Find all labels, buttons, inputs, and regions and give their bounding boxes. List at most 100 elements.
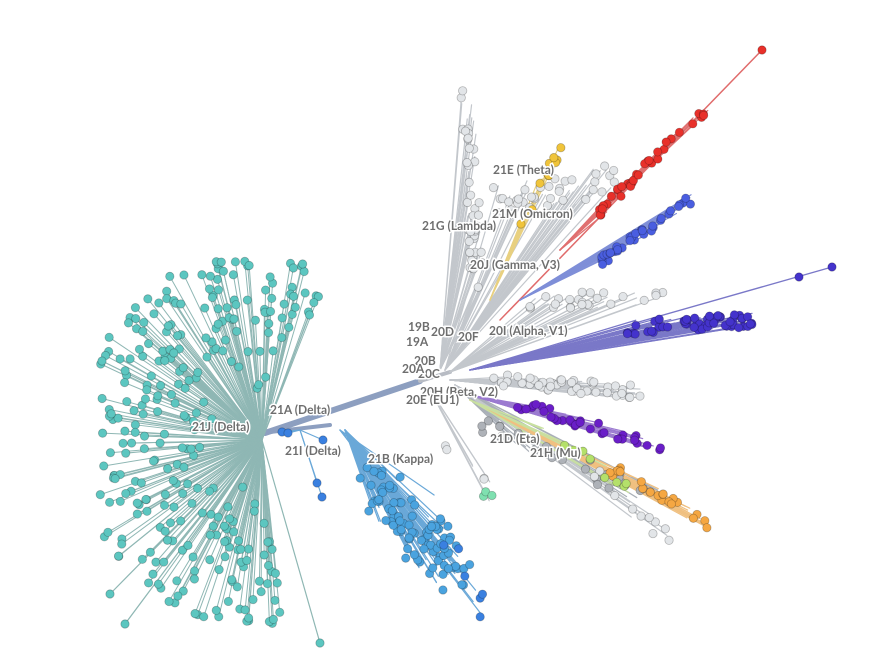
branch [125, 439, 263, 495]
tip [177, 443, 187, 453]
tip [512, 402, 523, 413]
branch [429, 389, 491, 483]
branch [449, 304, 593, 373]
tip [521, 404, 531, 414]
tip [195, 442, 205, 452]
tip [127, 438, 137, 448]
tip [444, 535, 455, 545]
tip [585, 424, 595, 434]
tips [95, 45, 837, 648]
tip [170, 398, 180, 408]
tip [674, 127, 684, 137]
tip [565, 303, 576, 313]
tip [106, 409, 116, 419]
tip [402, 544, 413, 554]
branch [146, 389, 263, 441]
branch [110, 413, 263, 441]
tip [535, 178, 545, 188]
branch [449, 294, 667, 373]
tip [213, 285, 224, 295]
tip [178, 363, 188, 373]
tip [385, 480, 395, 490]
branch [197, 371, 263, 441]
tip [468, 264, 479, 274]
tip [118, 438, 128, 448]
tip [254, 576, 265, 586]
tip [663, 322, 673, 332]
tip [240, 605, 250, 615]
tip [188, 416, 198, 426]
tip [612, 245, 623, 255]
tip [525, 373, 535, 383]
tip [463, 133, 473, 143]
tip [159, 429, 170, 439]
branch [167, 325, 263, 441]
tip [219, 537, 230, 547]
tip [616, 191, 626, 201]
branch [439, 215, 469, 371]
tip [465, 247, 475, 258]
tip [232, 326, 242, 336]
tip [283, 428, 293, 438]
tip [232, 582, 242, 592]
tip [544, 181, 554, 191]
tip [136, 478, 147, 488]
tip [190, 609, 200, 619]
tip [259, 550, 269, 560]
tip [277, 332, 287, 343]
tip [428, 563, 438, 573]
branch [444, 194, 567, 371]
tip [443, 563, 454, 574]
tip [546, 412, 556, 422]
clade-label: 20H (Beta, V2) [420, 384, 498, 399]
tip [477, 589, 488, 599]
branch [261, 326, 290, 441]
tip [630, 435, 640, 445]
tip [270, 595, 280, 606]
tip [312, 478, 322, 488]
clade-label: 20I (Alpha, V1) [489, 323, 568, 338]
tip [488, 183, 499, 193]
tip [597, 204, 607, 214]
tip [520, 185, 530, 195]
tip [545, 381, 556, 391]
tip [617, 181, 627, 192]
tip [660, 524, 670, 534]
tip [610, 490, 620, 501]
tip [410, 500, 420, 510]
tip [556, 375, 567, 385]
tip [576, 388, 586, 399]
tip [609, 165, 619, 176]
tip [549, 153, 559, 163]
tip [164, 596, 174, 607]
tip [661, 137, 671, 147]
tip [279, 299, 289, 309]
tip [317, 492, 327, 502]
tip [597, 259, 608, 269]
tip [681, 314, 692, 324]
branch [339, 429, 474, 603]
tip [457, 580, 467, 590]
tip [595, 466, 605, 476]
tip [577, 287, 587, 297]
clade-label: 21B (Kappa) [368, 451, 433, 466]
tip [504, 197, 514, 207]
tip [585, 288, 595, 298]
tip [589, 471, 600, 482]
tip [178, 488, 188, 499]
tip [462, 197, 473, 208]
tip [439, 540, 449, 550]
branch [175, 302, 263, 441]
branch [444, 201, 558, 371]
tip [404, 533, 414, 543]
tip [265, 272, 275, 282]
tip [205, 530, 215, 540]
clade-label: 19A [406, 334, 429, 349]
branch [429, 389, 487, 495]
tip [130, 420, 140, 430]
tip [220, 335, 231, 345]
tip [137, 554, 147, 564]
branch [469, 399, 544, 429]
branch [160, 384, 263, 441]
tip [208, 521, 218, 531]
